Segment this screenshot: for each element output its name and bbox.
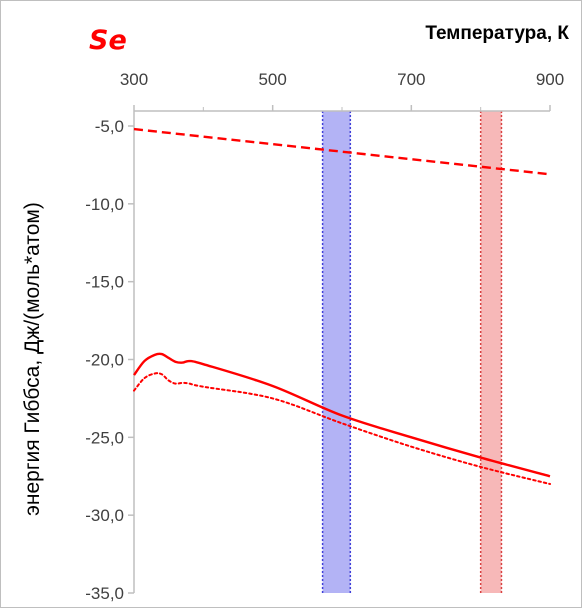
y-tick-label: -5,0: [95, 117, 124, 136]
x-tick-label: 500: [258, 70, 286, 89]
y-tick-label: -35,0: [85, 584, 124, 603]
x-tick-label: 700: [397, 70, 425, 89]
series-line-solid: [133, 352, 551, 478]
y-axis-ticks: -5,0 -10,0 -15,0 -20,0 -25,0 -30,0 -35,0: [85, 117, 134, 603]
temperature-band-2: [480, 111, 502, 593]
y-tick-label: -30,0: [85, 506, 124, 525]
y-tick-label: -15,0: [85, 273, 124, 292]
x-tick-label: 900: [536, 70, 564, 89]
x-axis-title: Температура, К: [425, 23, 569, 44]
chart-title: Se: [89, 25, 127, 56]
x-axis-ticks: 300 500 700 900: [120, 70, 564, 111]
y-tick-label: -20,0: [85, 351, 124, 370]
y-tick-label: -10,0: [85, 195, 124, 214]
x-tick-label: 300: [120, 70, 148, 89]
temperature-band-1: [322, 111, 351, 593]
series-line-dotted: [133, 372, 551, 486]
y-axis-title: энергия Гиббса, Дж/(моль*атом): [21, 202, 44, 516]
data-series: [133, 127, 551, 486]
temperature-bands: [321, 111, 503, 593]
y-tick-label: -25,0: [85, 428, 124, 447]
